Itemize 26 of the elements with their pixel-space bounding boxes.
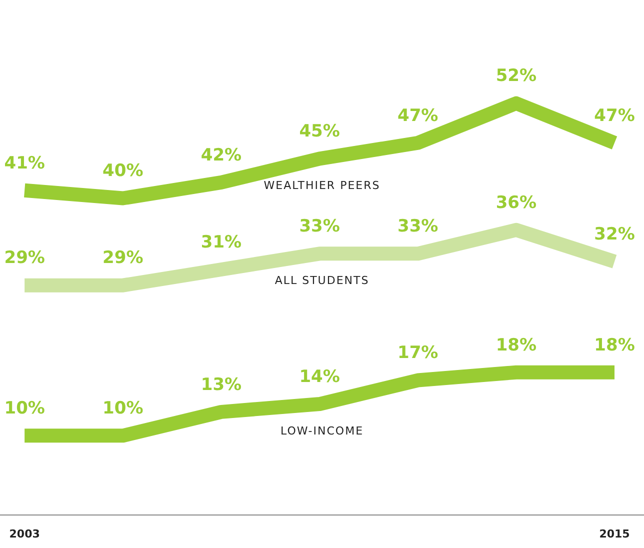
data-label: 40%	[102, 161, 144, 182]
data-label: 31%	[200, 232, 242, 252]
data-label: 47%	[594, 106, 635, 126]
data-label: 47%	[398, 106, 438, 126]
data-label: 42%	[200, 145, 242, 166]
data-label: 18%	[594, 335, 635, 356]
data-label: 10%	[102, 398, 144, 419]
series-label: ALL STUDENTS	[274, 274, 370, 288]
x-tick-label: 2003	[9, 527, 40, 540]
series-label: WEALTHIER PEERS	[264, 179, 380, 192]
data-label: 52%	[496, 66, 537, 86]
data-label: 14%	[299, 366, 340, 387]
data-label: 33%	[299, 216, 340, 237]
data-label: 29%	[102, 248, 144, 268]
data-label: 29%	[4, 248, 45, 268]
data-label: 33%	[398, 216, 438, 237]
data-label: 17%	[398, 343, 438, 364]
data-label: 10%	[4, 398, 45, 419]
x-tick-label: 2015	[599, 527, 630, 540]
data-label: 45%	[299, 122, 340, 142]
data-label: 41%	[4, 153, 45, 174]
data-label: 36%	[496, 192, 537, 213]
data-label: 32%	[594, 224, 635, 244]
series-label: LOW-INCOME	[280, 424, 364, 438]
data-label: 13%	[200, 374, 242, 395]
data-label: 18%	[496, 335, 537, 356]
